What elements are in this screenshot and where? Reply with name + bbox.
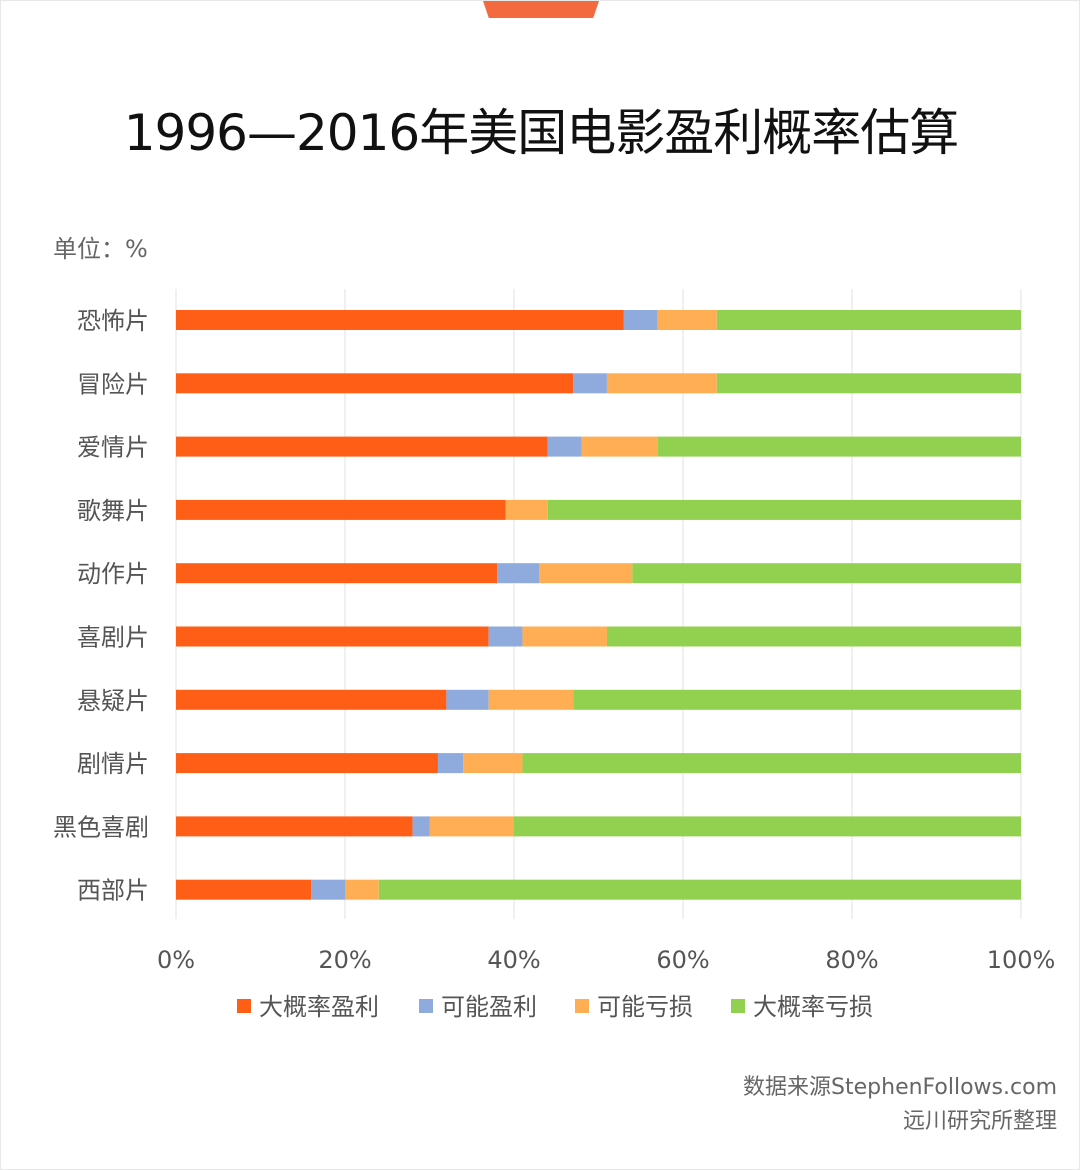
bar-segment	[505, 499, 548, 520]
bar-segment	[547, 436, 582, 457]
category-label: 恐怖片	[77, 307, 149, 335]
bar-segment	[606, 626, 1021, 647]
bar-segment	[176, 436, 548, 457]
x-tick-label: 0%	[157, 946, 195, 974]
bar-segment	[547, 499, 1021, 520]
bar-segment	[463, 753, 523, 774]
category-label: 歌舞片	[77, 497, 149, 525]
x-tick-label: 60%	[656, 946, 709, 974]
bar-segment	[488, 626, 523, 647]
bar-segment	[176, 499, 506, 520]
chart-title: 1996—2016年美国电影盈利概率估算	[123, 104, 960, 162]
bar-segment	[429, 816, 514, 837]
x-tick-label: 20%	[318, 946, 371, 974]
category-label: 剧情片	[77, 750, 149, 778]
bar-segment	[606, 373, 717, 394]
legend-swatch	[575, 999, 589, 1013]
bar-segment	[176, 753, 438, 774]
bar-segment	[412, 816, 430, 837]
bar-segment	[581, 436, 658, 457]
bar-segment	[539, 563, 633, 584]
bar-segment	[176, 626, 489, 647]
bar-segment	[345, 879, 379, 900]
bar-segment	[176, 879, 312, 900]
source-line-1: 数据来源StephenFollows.com	[743, 1075, 1057, 1100]
unit-label: 单位：%	[53, 235, 148, 263]
bar-segment	[623, 310, 658, 330]
category-label: 冒险片	[77, 370, 149, 398]
bar-segment	[497, 563, 540, 584]
source-note: 数据来源StephenFollows.com 远川研究所整理	[743, 1071, 1057, 1139]
bar-segment	[522, 626, 607, 647]
category-label: 悬疑片	[77, 687, 149, 715]
bar-segment	[657, 436, 1021, 457]
bar-segment	[378, 879, 1021, 900]
bar-segment	[437, 753, 464, 774]
bar-segment	[488, 689, 574, 710]
legend-label: 可能亏损	[597, 993, 693, 1021]
bar-segment	[657, 310, 717, 330]
x-tick-label: 40%	[487, 946, 540, 974]
bar-segment	[716, 373, 1021, 394]
legend-swatch	[419, 999, 433, 1013]
legend-swatch	[237, 999, 251, 1013]
x-tick-label: 80%	[825, 946, 878, 974]
bar-segment	[176, 689, 447, 710]
bar-segment	[573, 689, 1021, 710]
bar-segment	[514, 816, 1021, 837]
legend-label: 大概率盈利	[259, 993, 379, 1021]
bar-segment	[716, 310, 1021, 330]
bar-segment	[573, 373, 607, 394]
source-line-2: 远川研究所整理	[902, 1109, 1057, 1134]
bar-segment	[311, 879, 345, 900]
top-accent-tab	[483, 1, 599, 18]
stacked-bar-chart: 0% 20% 40% 60% 80% 100% 恐怖片冒险片爱情片歌舞片动作片喜剧片悬疑片剧…	[53, 289, 1056, 1021]
bar-segment	[176, 373, 574, 394]
bar-segment	[176, 563, 498, 584]
category-label: 喜剧片	[77, 624, 149, 652]
category-label: 爱情片	[77, 434, 149, 462]
legend-swatch	[731, 999, 745, 1013]
legend-label: 大概率亏损	[753, 993, 873, 1021]
legend-label: 可能盈利	[441, 993, 537, 1021]
bar-segment	[446, 689, 489, 710]
bar-segment	[176, 816, 413, 837]
x-tick-label: 100%	[987, 946, 1056, 974]
bar-segment	[632, 563, 1021, 584]
category-label: 西部片	[77, 877, 149, 905]
bar-segment	[522, 753, 1021, 774]
category-label: 黑色喜剧	[53, 813, 149, 841]
bar-segment	[176, 310, 624, 330]
category-label: 动作片	[77, 560, 149, 588]
